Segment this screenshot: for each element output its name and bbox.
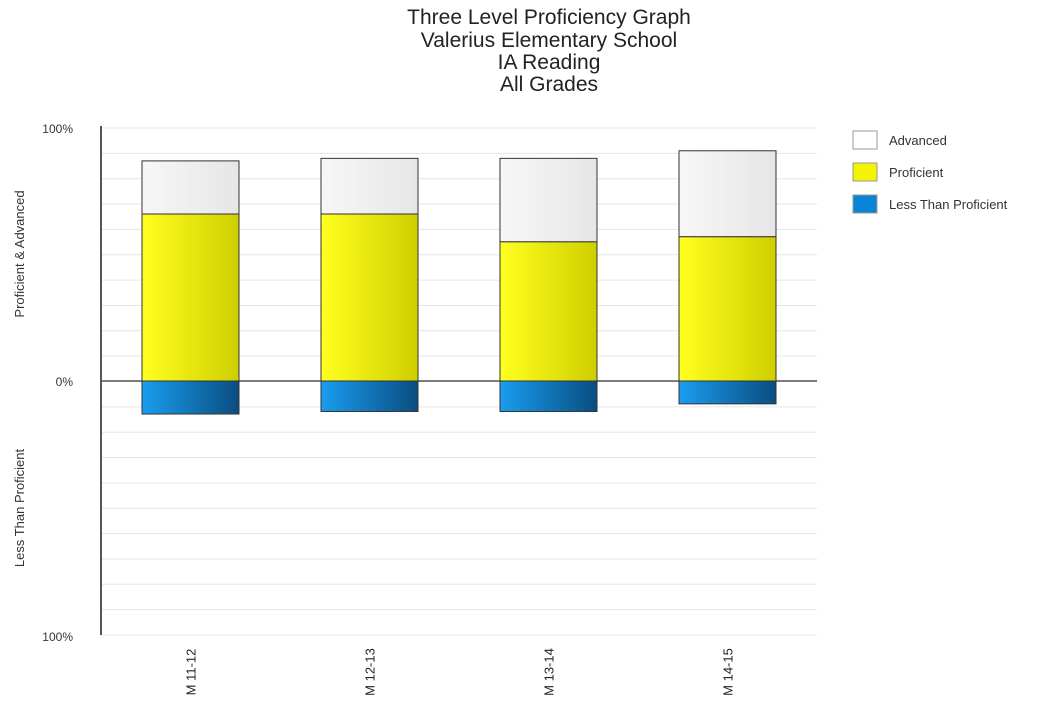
bar-advanced (320, 157, 419, 215)
legend-label-proficient: Proficient (889, 165, 944, 180)
x-category-label: M 11-12 (184, 649, 199, 696)
chart-title-line-1: Three Level Proficiency Graph (407, 6, 691, 29)
x-category-label: M 12-13 (363, 648, 378, 696)
bar-advanced (499, 157, 598, 243)
y-tick-bottom: 100% (42, 630, 73, 644)
x-category-label: M 14-15 (721, 648, 736, 696)
x-category-label: M 13-14 (542, 648, 557, 696)
chart-title-line-3: IA Reading (498, 51, 601, 74)
bar-advanced (678, 150, 777, 238)
legend-swatch-advanced (852, 130, 878, 150)
y-axis-title-upper: Proficient & Advanced (12, 190, 27, 317)
legend-label-advanced: Advanced (889, 133, 947, 148)
legend-swatch-proficient (852, 162, 878, 182)
y-axis-title-lower: Less Than Proficient (12, 448, 27, 567)
bars (141, 150, 777, 415)
y-tick-top: 100% (42, 122, 73, 136)
bar-less-than-proficient (678, 380, 777, 405)
bar-proficient (678, 236, 777, 382)
bar-less-than-proficient (499, 380, 598, 412)
legend: Advanced Proficient Less Than Proficient (852, 130, 1008, 214)
chart-title-line-2: Valerius Elementary School (421, 29, 677, 52)
chart-title-line-4: All Grades (500, 73, 598, 96)
bar-proficient (320, 213, 419, 382)
y-tick-zero: 0% (56, 375, 74, 389)
bar-proficient (499, 241, 598, 382)
bar-less-than-proficient (141, 380, 240, 415)
bar-proficient (141, 213, 240, 382)
category-labels: M 11-12 M 12-13 M 13-14 M 14-15 (184, 648, 736, 696)
bar-advanced (141, 160, 240, 215)
legend-label-less-than-proficient: Less Than Proficient (889, 197, 1008, 212)
legend-swatch-less-than-proficient (852, 194, 878, 214)
bar-less-than-proficient (320, 380, 419, 412)
